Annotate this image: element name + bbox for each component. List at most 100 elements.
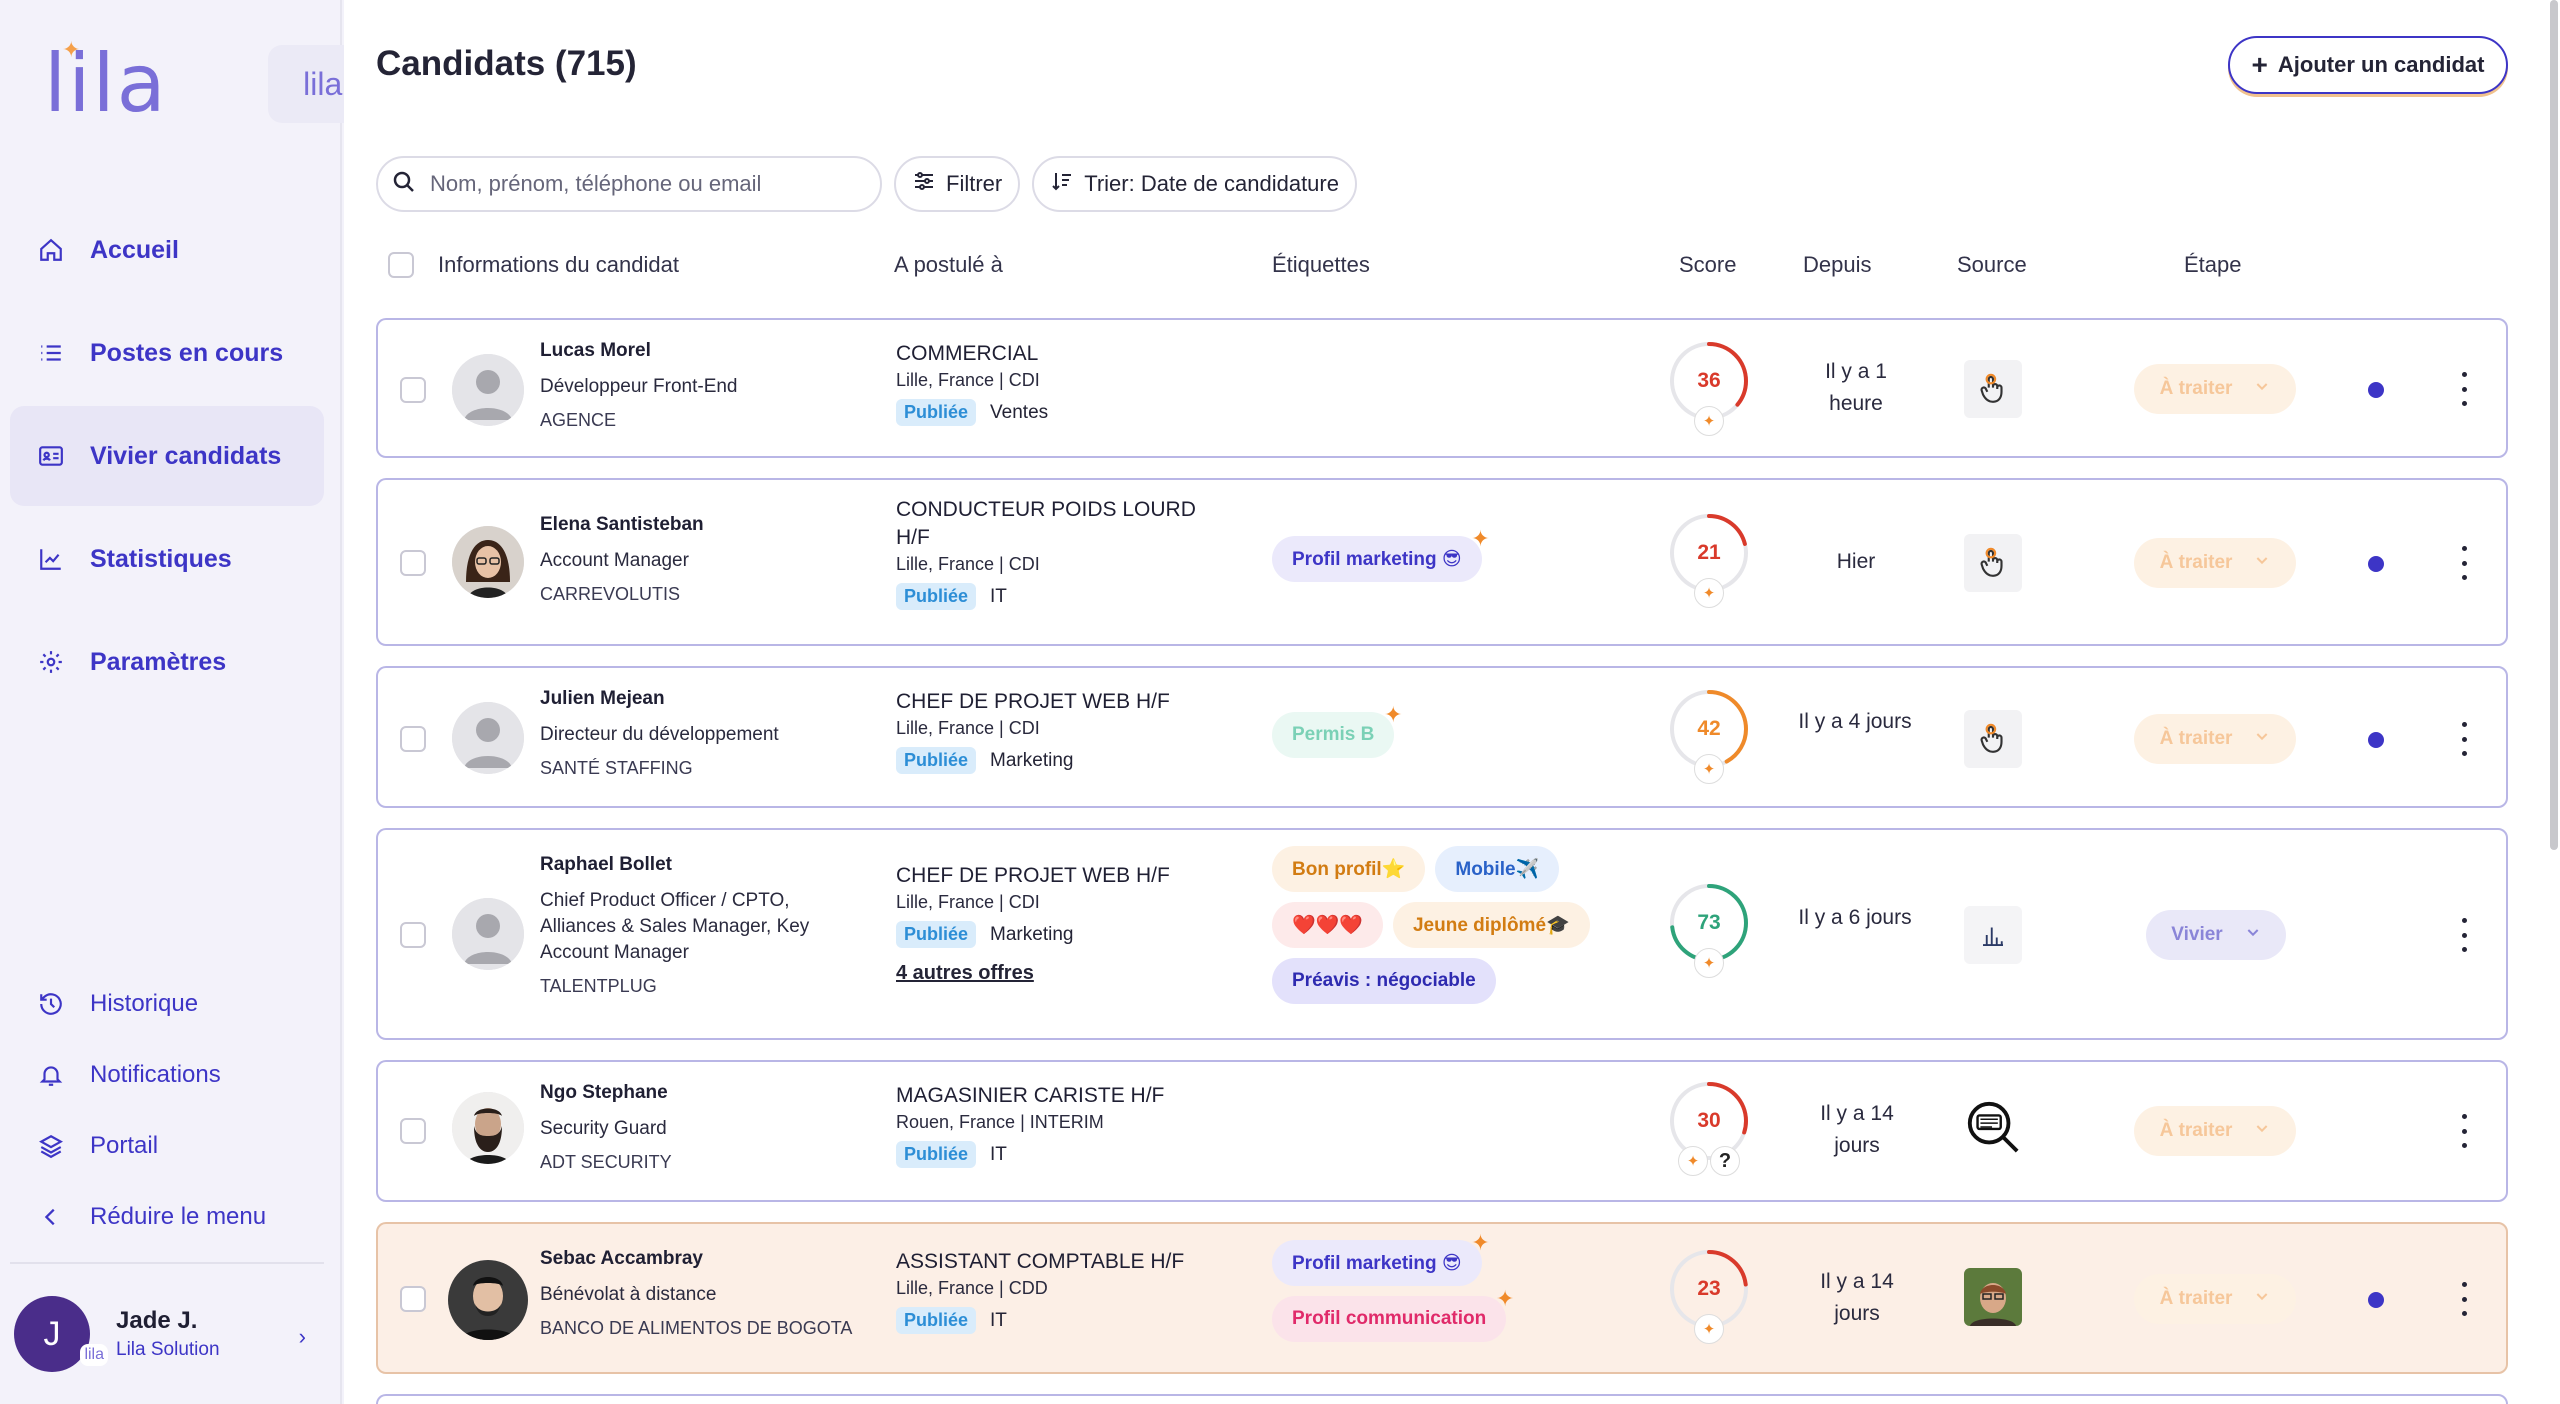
- plus-icon: +: [2251, 49, 2268, 80]
- tag[interactable]: ❤️❤️❤️: [1272, 902, 1383, 948]
- candidate-name[interactable]: Ngo Stephane: [540, 1082, 668, 1103]
- job-title[interactable]: CONDUCTEUR POIDS LOURD H/F: [896, 498, 1196, 549]
- table-row[interactable]: Raphael Bollet Chief Product Officer / C…: [376, 828, 2508, 1040]
- nav-item-postes[interactable]: Postes en cours: [10, 303, 324, 403]
- more-actions-button[interactable]: [2454, 1282, 2474, 1316]
- row-checkbox[interactable]: [400, 550, 426, 576]
- job-title[interactable]: MAGASINIER CARISTE H/F: [896, 1084, 1165, 1107]
- status-badge: Publiée: [896, 583, 977, 610]
- brand-logo[interactable]: lila ✦: [44, 37, 168, 130]
- score-gauge: 42 ✦: [1668, 688, 1750, 784]
- table-row[interactable]: Sebac Accambray Bénévolat à distance BAN…: [376, 1222, 2508, 1374]
- stage-select[interactable]: À traiter: [2134, 1106, 2296, 1156]
- stage-select[interactable]: À traiter: [2134, 538, 2296, 588]
- search-icon: [392, 170, 416, 199]
- table-header: Informations du candidat A postulé à Éti…: [376, 246, 2508, 286]
- more-actions-button[interactable]: [2454, 722, 2474, 756]
- chevron-down-icon: [2254, 1288, 2270, 1310]
- chart-icon: [36, 544, 66, 574]
- sparkle-icon: ✦: [1678, 1146, 1708, 1176]
- nav-item-statistiques[interactable]: Statistiques: [10, 509, 324, 609]
- unread-indicator: [2368, 556, 2384, 572]
- candidate-name[interactable]: Raphael Bollet: [540, 854, 672, 875]
- filter-button[interactable]: Filtrer: [894, 156, 1021, 212]
- tag[interactable]: Préavis : négociable: [1272, 958, 1496, 1004]
- nav-item-accueil[interactable]: Accueil: [10, 200, 324, 300]
- stage-select[interactable]: À traiter: [2134, 1274, 2296, 1324]
- candidate-name[interactable]: Sebac Accambray: [540, 1248, 704, 1269]
- job-department: Ventes: [990, 401, 1049, 423]
- search-input[interactable]: [430, 171, 850, 197]
- logo-row: lila ✦ lila: [44, 37, 378, 130]
- main-nav: Accueil Postes en cours Vivier candidats…: [10, 200, 324, 715]
- nav-item-historique[interactable]: Historique: [10, 970, 324, 1038]
- row-checkbox[interactable]: [400, 726, 426, 752]
- job-title[interactable]: ASSISTANT COMPTABLE H/F: [896, 1250, 1185, 1273]
- toolbar: Filtrer Trier: Date de candidature: [376, 156, 1357, 212]
- applied-job: CONDUCTEUR POIDS LOURD H/F Lille, France…: [896, 496, 1206, 610]
- job-location: Rouen, France | INTERIM: [896, 1112, 1104, 1132]
- since-text: Il y a 6 jours: [1798, 906, 1912, 929]
- collapse-menu-button[interactable]: Réduire le menu: [10, 1183, 324, 1251]
- job-title[interactable]: COMMERCIAL: [896, 342, 1039, 365]
- tag[interactable]: Profil marketing 😎 ✦: [1272, 526, 1490, 582]
- candidate-name[interactable]: Lucas Morel: [540, 340, 651, 361]
- nav-item-notifications[interactable]: Notifications: [10, 1041, 324, 1109]
- status-badge: Publiée: [896, 1307, 977, 1334]
- bell-icon: [36, 1060, 66, 1090]
- tag[interactable]: Mobile✈️: [1435, 846, 1560, 892]
- table-row[interactable]: [376, 1394, 2508, 1404]
- tag[interactable]: Profil marketing 😎 ✦: [1272, 1230, 1490, 1286]
- more-actions-button[interactable]: [2454, 372, 2474, 406]
- more-actions-button[interactable]: [2454, 546, 2474, 580]
- add-candidate-button[interactable]: + Ajouter un candidat: [2228, 36, 2508, 94]
- unread-indicator: [2368, 732, 2384, 748]
- id-card-icon: [36, 441, 66, 471]
- tag[interactable]: Jeune diplômé🎓: [1392, 902, 1590, 948]
- home-icon: [36, 235, 66, 265]
- table-row[interactable]: Lucas Morel Développeur Front-End AGENCE…: [376, 318, 2508, 458]
- stage-select[interactable]: Vivier: [2146, 910, 2286, 960]
- stage-select[interactable]: À traiter: [2134, 364, 2296, 414]
- job-title[interactable]: CHEF DE PROJET WEB H/F: [896, 690, 1170, 713]
- status-badge: Publiée: [896, 921, 977, 948]
- sort-button[interactable]: Trier: Date de candidature: [1032, 156, 1357, 212]
- candidate-info: Sebac Accambray Bénévolat à distance BAN…: [540, 1248, 852, 1339]
- column-header-tags: Étiquettes: [1272, 252, 1370, 277]
- row-checkbox[interactable]: [400, 1118, 426, 1144]
- scrollbar[interactable]: [2550, 0, 2558, 850]
- stage-select[interactable]: À traiter: [2134, 714, 2296, 764]
- tag[interactable]: Permis B ✦: [1272, 702, 1402, 758]
- candidate-info: Elena Santisteban Account Manager CARREV…: [540, 514, 840, 605]
- candidate-company: ADT SECURITY: [540, 1152, 672, 1172]
- user-org: Lila Solution: [116, 1339, 220, 1360]
- more-actions-button[interactable]: [2454, 918, 2474, 952]
- candidate-role: Security Guard: [540, 1118, 667, 1139]
- candidate-name[interactable]: Elena Santisteban: [540, 514, 704, 535]
- nav-item-parametres[interactable]: Paramètres: [10, 612, 324, 712]
- candidate-role: Développeur Front-End: [540, 376, 738, 397]
- job-title[interactable]: CHEF DE PROJET WEB H/F: [896, 864, 1170, 887]
- score-value: 21: [1697, 541, 1721, 564]
- table-row[interactable]: Julien Mejean Directeur du développement…: [376, 666, 2508, 808]
- sidebar: lila ✦ lila Accueil Postes en cours Vivie…: [0, 0, 378, 1404]
- row-checkbox[interactable]: [400, 377, 426, 403]
- row-checkbox[interactable]: [400, 922, 426, 948]
- stage-label: À traiter: [2159, 378, 2233, 399]
- select-all-checkbox[interactable]: [388, 252, 414, 278]
- tags: Permis B ✦: [1272, 702, 1632, 758]
- row-checkbox[interactable]: [400, 1286, 426, 1312]
- column-header-score: Score: [1679, 252, 1737, 277]
- chevron-down-icon: [2254, 552, 2270, 574]
- nav-item-portail[interactable]: Portail: [10, 1112, 324, 1180]
- tag[interactable]: Profil communication ✦: [1272, 1286, 1514, 1342]
- candidate-name[interactable]: Julien Mejean: [540, 688, 665, 709]
- nav-item-vivier[interactable]: Vivier candidats: [10, 406, 324, 506]
- more-actions-button[interactable]: [2454, 1114, 2474, 1148]
- tag[interactable]: Bon profil⭐: [1272, 846, 1426, 892]
- user-info: Jade J. Lila Solution: [116, 1307, 220, 1361]
- more-offers-link[interactable]: 4 autres offres: [896, 962, 1034, 984]
- table-row[interactable]: Ngo Stephane Security Guard ADT SECURITY…: [376, 1060, 2508, 1202]
- table-row[interactable]: Elena Santisteban Account Manager CARREV…: [376, 478, 2508, 646]
